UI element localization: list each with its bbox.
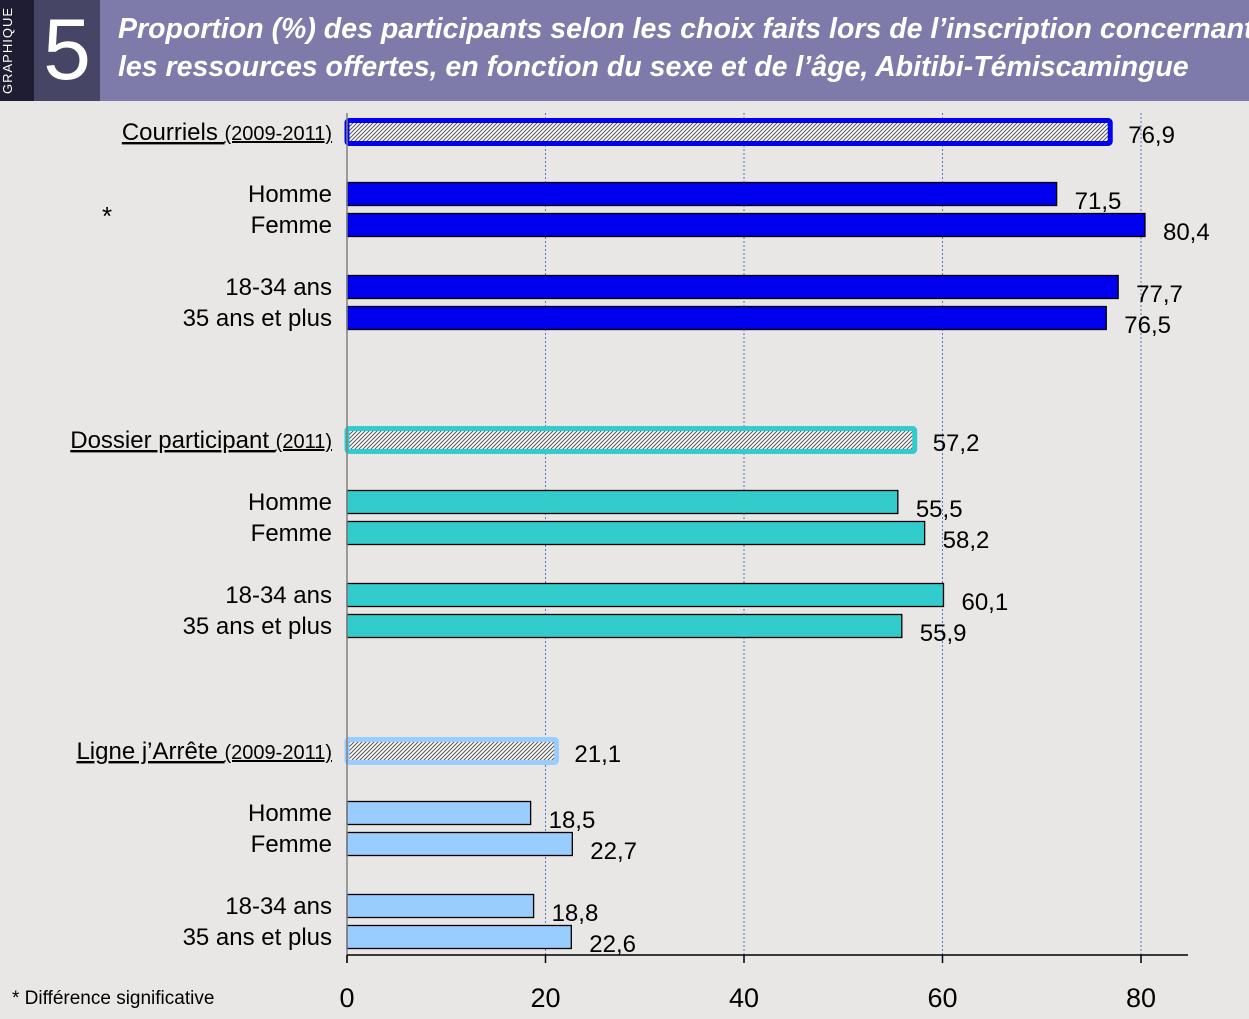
bar — [346, 800, 532, 826]
value-label: 55,9 — [920, 620, 967, 647]
x-tick-label: 60 — [927, 983, 957, 1013]
category-label: 35 ans et plus — [183, 613, 332, 640]
chart-number: 5 — [34, 0, 100, 101]
bar — [346, 893, 535, 919]
category-label: 35 ans et plus — [183, 924, 332, 951]
value-label-total: 21,1 — [574, 741, 621, 768]
value-label: 18,8 — [552, 900, 599, 927]
bar — [346, 305, 1107, 331]
category-label: 18-34 ans — [225, 893, 332, 920]
x-tick-label: 0 — [339, 983, 354, 1013]
x-axis: 0 20 40 60 80 — [339, 113, 1188, 1013]
chart-title-line2: les ressources offertes, en fonction du … — [118, 51, 1189, 83]
bar-total-1 — [344, 426, 918, 454]
bar — [346, 924, 572, 950]
bars — [344, 118, 1146, 950]
category-label: Homme — [248, 181, 332, 208]
group-label: Ligne j’Arrête (2009-2011) — [76, 738, 332, 765]
bar — [346, 212, 1146, 238]
bar — [346, 613, 903, 639]
bar — [346, 274, 1119, 300]
bar — [346, 831, 573, 857]
x-tick-label: 20 — [530, 983, 560, 1013]
category-label: 18-34 ans — [225, 582, 332, 609]
labels: 76,9 Courriels (2009-2011) * Homme 71,5 Femme… — [70, 119, 1209, 958]
value-label: 80,4 — [1163, 219, 1210, 246]
category-label: 35 ans et plus — [183, 305, 332, 332]
value-label-total: 76,9 — [1128, 122, 1175, 149]
value-label: 22,7 — [590, 838, 637, 865]
significance-marker: * — [102, 201, 112, 231]
category-label: Homme — [248, 489, 332, 516]
footnote: * Différence significative — [12, 988, 215, 1009]
bar — [346, 582, 945, 608]
bar — [346, 520, 926, 546]
group-label: Courriels (2009-2011) — [122, 119, 332, 146]
chart-title: Proportion (%) des participants selon le… — [118, 10, 1249, 86]
category-label: Femme — [251, 212, 332, 239]
category-label: Femme — [251, 520, 332, 547]
value-label: 71,5 — [1075, 188, 1122, 215]
x-tick-label: 40 — [729, 983, 759, 1013]
category-label: Femme — [251, 831, 332, 858]
chart-header: GRAPHIQUE 5 Proportion (%) des participa… — [0, 0, 1249, 101]
value-label: 60,1 — [961, 589, 1008, 616]
value-label: 76,5 — [1124, 312, 1171, 339]
category-label: Homme — [248, 800, 332, 827]
x-tick-label: 80 — [1126, 983, 1156, 1013]
bar-total-2 — [344, 737, 559, 765]
bar — [346, 181, 1058, 207]
group-label: Dossier participant (2011) — [70, 427, 332, 454]
value-label: 77,7 — [1136, 281, 1183, 308]
value-label: 18,5 — [549, 807, 596, 834]
chart-title-line1: Proportion (%) des participants selon le… — [118, 13, 1249, 45]
value-label: 22,6 — [589, 931, 636, 958]
bar — [346, 489, 899, 515]
value-label: 58,2 — [943, 527, 990, 554]
bar-total-0 — [344, 118, 1113, 146]
value-label: 55,5 — [916, 496, 963, 523]
category-label: 18-34 ans — [225, 274, 332, 301]
value-label-total: 57,2 — [933, 430, 980, 457]
